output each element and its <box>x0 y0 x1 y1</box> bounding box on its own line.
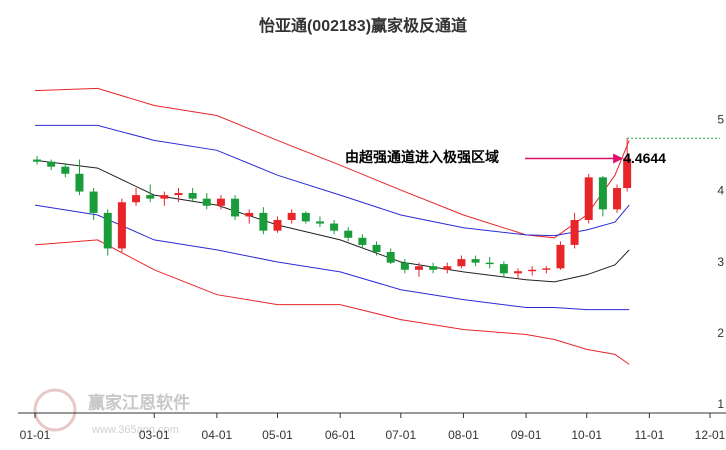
candle-body <box>528 269 537 272</box>
candle-body <box>386 252 395 263</box>
candle-body <box>301 212 310 222</box>
candle-body <box>33 159 42 162</box>
candle-body <box>499 264 508 274</box>
x-tick-label: 06-01 <box>325 428 356 442</box>
candle-body <box>287 212 296 220</box>
x-tick-label: 09-01 <box>511 428 542 442</box>
watermark: 赢家江恩软件 <box>88 392 190 412</box>
x-tick-label: 10-01 <box>571 428 602 442</box>
candle-body <box>61 166 70 174</box>
candle-body <box>556 244 565 269</box>
channel-line <box>34 204 630 311</box>
channel-line <box>34 239 630 365</box>
y-tick-label: 5 <box>717 113 724 127</box>
candle-body <box>514 271 523 274</box>
y-tick-label: 1 <box>717 397 724 411</box>
x-tick-label: 03-01 <box>139 428 170 442</box>
candle-body <box>623 158 632 188</box>
candle-body <box>414 266 423 270</box>
candle-body <box>146 195 155 199</box>
candle-body <box>598 177 607 210</box>
candle-body <box>273 220 282 231</box>
x-tick-label: 05-01 <box>262 428 293 442</box>
x-tick-label: 12-01 <box>695 428 726 442</box>
candle-body <box>245 212 254 217</box>
candle-body <box>457 259 466 267</box>
watermark-logo <box>33 388 77 432</box>
candle-body <box>75 173 84 192</box>
channel-line <box>35 124 630 237</box>
x-tick-label: 07-01 <box>385 428 416 442</box>
y-tick-label: 2 <box>717 326 724 340</box>
channel-line <box>34 159 630 283</box>
y-tick-label: 3 <box>717 255 724 269</box>
candle-body <box>216 198 225 206</box>
value-label: 4.4644 <box>623 150 666 166</box>
candle-body <box>160 195 169 199</box>
x-tick-label: 04-01 <box>202 428 233 442</box>
candle-body <box>117 202 126 249</box>
annotation: 由超强通道进入极强区域 <box>345 149 499 165</box>
candle-body <box>372 244 381 252</box>
candle-body <box>584 177 593 220</box>
candle-body <box>443 266 452 270</box>
x-tick-label: 08-01 <box>448 428 479 442</box>
candle-body <box>471 259 480 263</box>
chart-title: 怡亚通(002183)赢家极反通道 <box>259 16 467 35</box>
candle-body <box>358 237 367 245</box>
candle-body <box>542 268 551 270</box>
candle-body <box>344 230 353 238</box>
candle-body <box>400 262 409 270</box>
candle-body <box>315 221 324 224</box>
candle-body <box>47 161 56 167</box>
watermark-url: www.365ann.com <box>91 424 179 436</box>
annotation-arrowhead <box>613 153 624 164</box>
candle-body <box>330 223 339 231</box>
candle-body <box>485 262 494 265</box>
x-tick-label: 01-01 <box>20 428 51 442</box>
candle-body <box>188 192 197 199</box>
candle-body <box>89 191 98 213</box>
candle-body <box>259 212 268 231</box>
candle-body <box>103 212 112 249</box>
y-tick-label: 4 <box>717 184 724 198</box>
candle-body <box>570 220 579 245</box>
candle-body <box>429 266 438 270</box>
x-tick-label: 11-01 <box>634 428 664 442</box>
candle-body <box>231 198 240 217</box>
candle-body <box>132 195 141 203</box>
candle-body <box>613 188 622 210</box>
candle-body <box>202 198 211 206</box>
candle-body <box>174 192 183 196</box>
